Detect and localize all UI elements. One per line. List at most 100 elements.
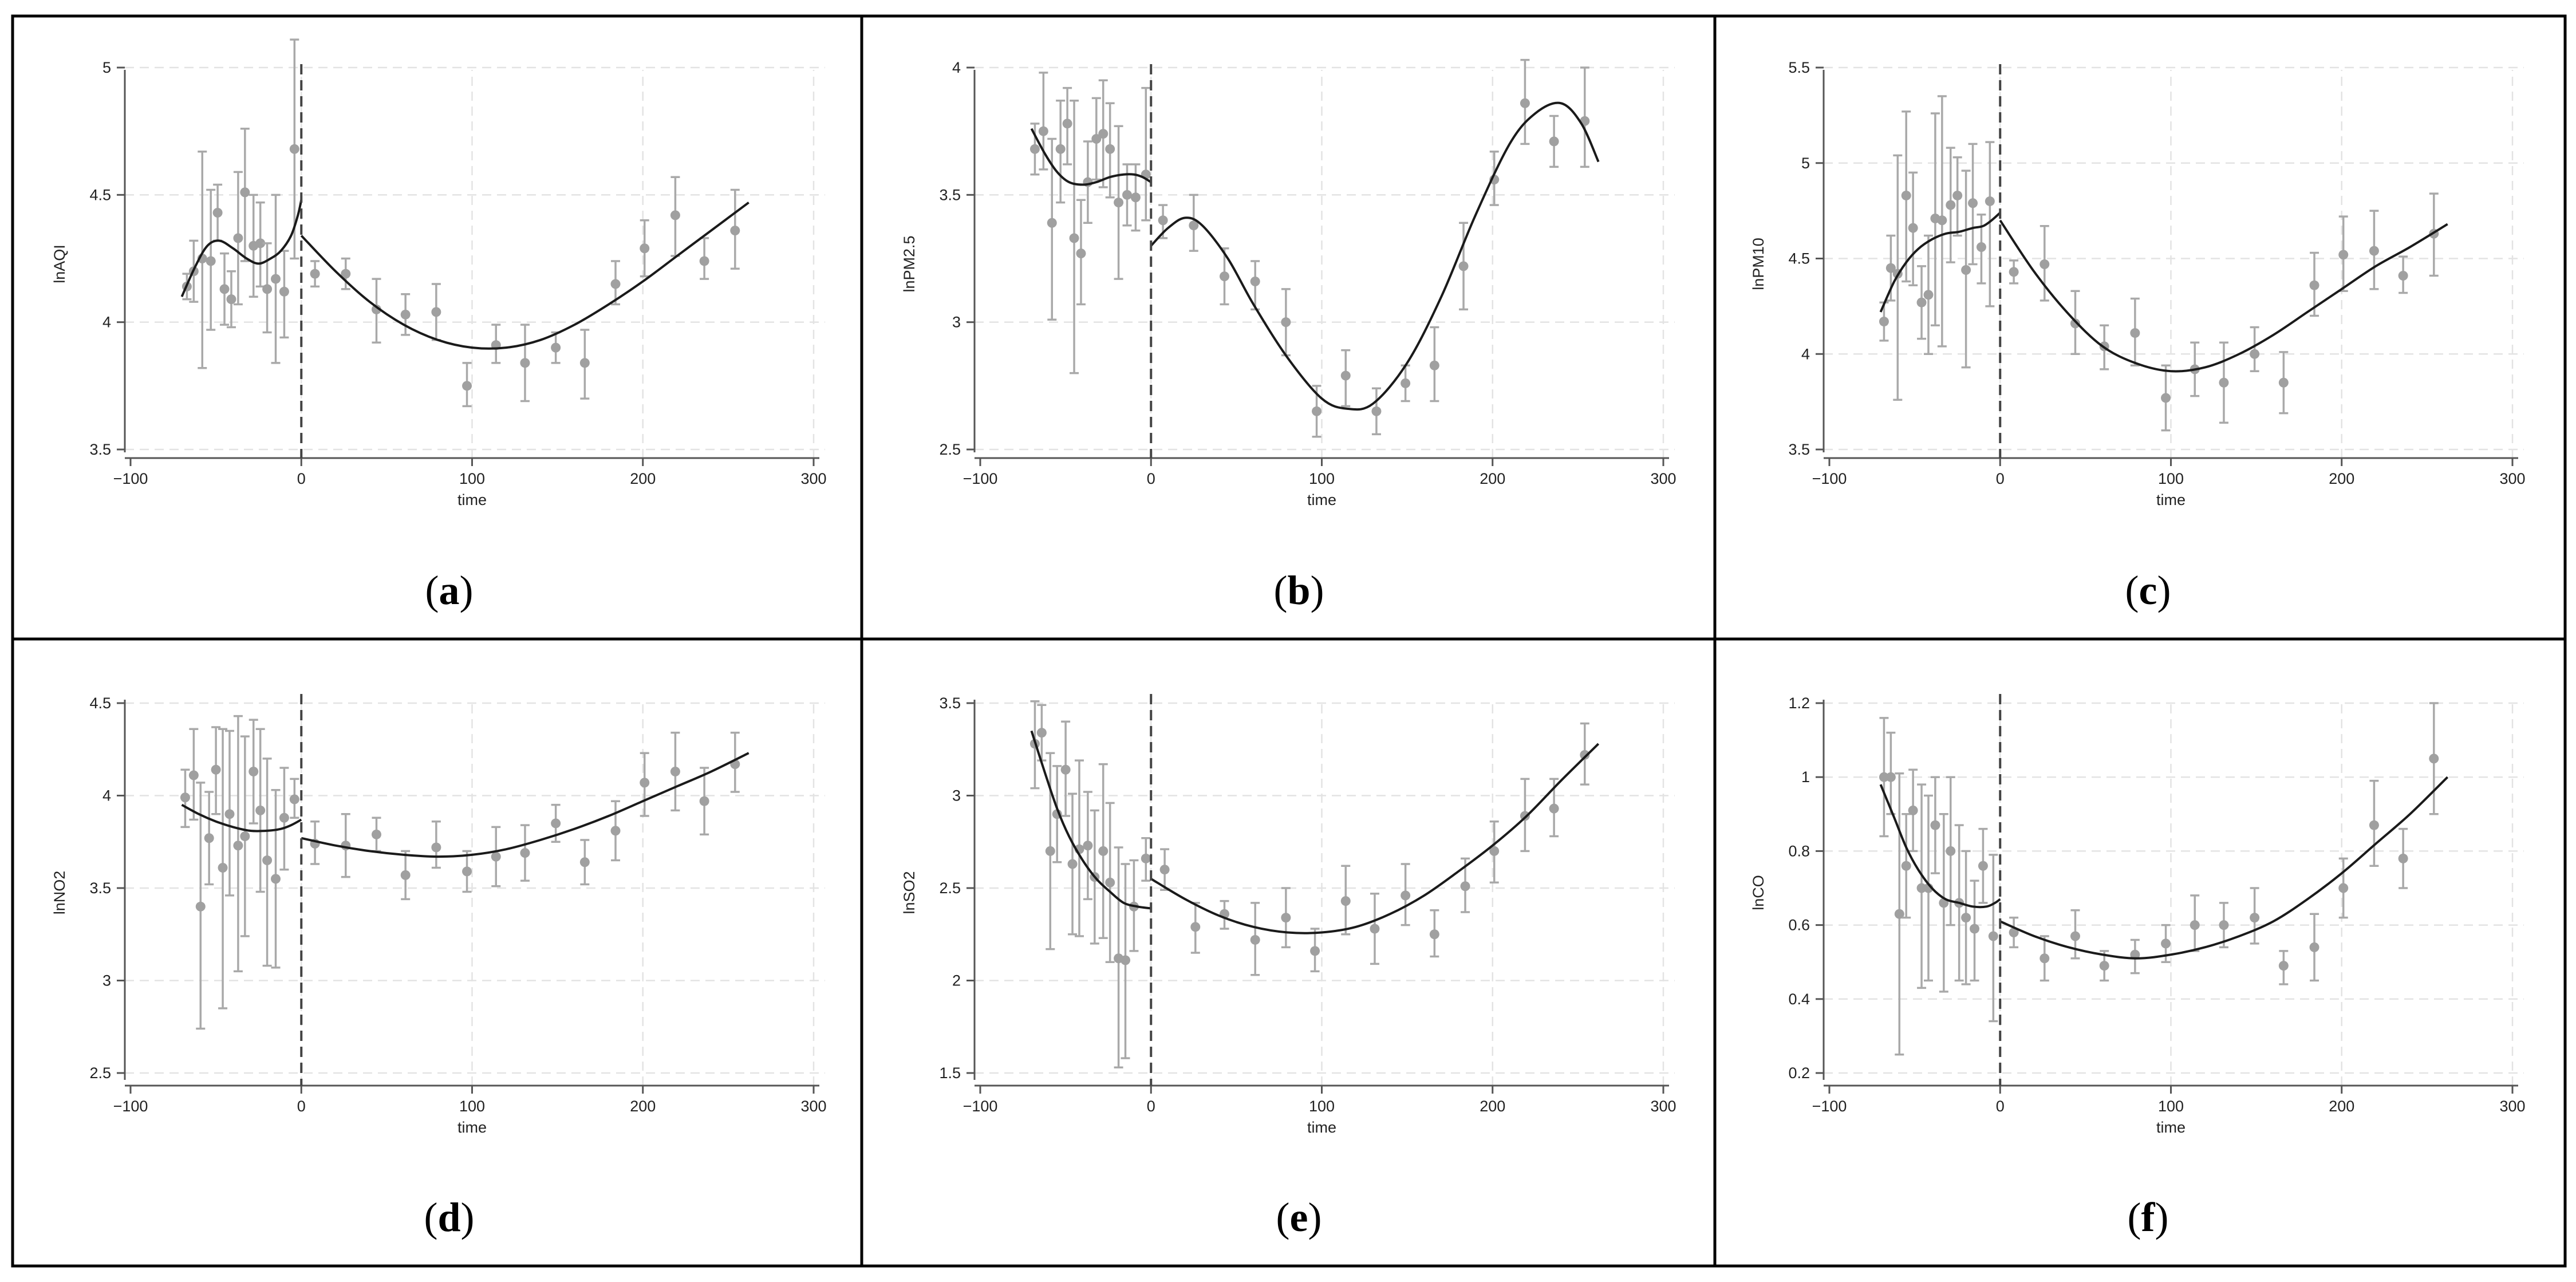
x-axis-title: time bbox=[1307, 1119, 1336, 1136]
data-point bbox=[670, 210, 680, 220]
data-point bbox=[1916, 883, 1927, 893]
data-point bbox=[240, 187, 250, 198]
data-point bbox=[2040, 259, 2050, 270]
x-tick-label: 300 bbox=[800, 470, 826, 487]
data-point bbox=[2338, 250, 2349, 260]
data-point bbox=[1250, 277, 1260, 287]
x-tick-label: −100 bbox=[113, 470, 148, 487]
panel-label: (e) bbox=[1276, 1194, 1322, 1240]
data-point bbox=[610, 279, 621, 289]
data-point bbox=[240, 831, 250, 842]
x-tick-label: 300 bbox=[1650, 1098, 1676, 1115]
data-point bbox=[1062, 119, 1072, 129]
data-point bbox=[699, 256, 709, 266]
data-point bbox=[1961, 913, 1971, 923]
data-point bbox=[1549, 803, 1559, 814]
y-tick-label: 3.5 bbox=[89, 879, 111, 897]
panel-label-open: ( bbox=[2125, 567, 2139, 613]
panel-label-letter: a bbox=[439, 567, 460, 613]
x-tick-label: 300 bbox=[2499, 470, 2525, 487]
data-point bbox=[271, 874, 281, 884]
panel-label-close: ) bbox=[1311, 567, 1324, 613]
data-point bbox=[2369, 820, 2379, 830]
panel-label: (b) bbox=[1273, 567, 1324, 613]
data-point bbox=[2309, 942, 2319, 952]
data-point bbox=[248, 767, 259, 777]
data-point bbox=[1961, 265, 1971, 275]
data-point bbox=[1067, 859, 1078, 869]
data-point bbox=[1885, 772, 1896, 782]
y-tick-label: 4.5 bbox=[89, 186, 111, 203]
panel-label: (c) bbox=[2125, 567, 2171, 613]
data-point bbox=[2009, 928, 2019, 938]
data-point bbox=[1458, 261, 1469, 271]
data-point bbox=[1190, 922, 1201, 932]
data-point bbox=[699, 796, 709, 806]
y-tick-label: 2.5 bbox=[89, 1064, 111, 1082]
data-point bbox=[610, 826, 621, 836]
data-point bbox=[1401, 890, 1411, 901]
y-tick-label: 0.8 bbox=[1788, 842, 1810, 859]
x-tick-label: 100 bbox=[2158, 1098, 2184, 1115]
panel-label: (a) bbox=[425, 567, 474, 613]
data-point bbox=[431, 307, 441, 317]
x-tick-label: 300 bbox=[2499, 1098, 2525, 1115]
data-point bbox=[218, 862, 228, 873]
data-point bbox=[1130, 192, 1141, 203]
data-point bbox=[1340, 896, 1351, 906]
data-point bbox=[2130, 949, 2140, 960]
data-point bbox=[1401, 378, 1411, 388]
x-tick-label: 0 bbox=[297, 470, 306, 487]
data-point bbox=[233, 233, 243, 243]
data-point bbox=[262, 855, 273, 866]
data-point bbox=[219, 284, 230, 294]
x-tick-label: −100 bbox=[1812, 470, 1847, 487]
data-point bbox=[1879, 317, 1889, 327]
fit-line-before-cutoff bbox=[1030, 730, 1151, 910]
data-point bbox=[400, 870, 411, 880]
data-point bbox=[2130, 328, 2140, 338]
data-point bbox=[2309, 280, 2319, 290]
data-point bbox=[1340, 370, 1351, 381]
data-point bbox=[211, 764, 221, 775]
fit-line-after-cutoff bbox=[1999, 776, 2449, 960]
panel-label-close: ) bbox=[460, 567, 474, 613]
y-axis-title: lnAQI bbox=[51, 244, 68, 283]
data-point bbox=[2190, 920, 2200, 930]
data-point bbox=[1970, 924, 1980, 934]
chart-panel-d: 2.5 3 3.5 4 4.5 −100 0 100 200 300 time lnNO2 (d) bbox=[51, 694, 827, 1240]
data-point bbox=[579, 358, 590, 368]
y-tick-label: 1.2 bbox=[1788, 695, 1810, 712]
data-point bbox=[1122, 190, 1132, 200]
y-tick-label: 3.5 bbox=[939, 186, 961, 203]
panel-label-close: ) bbox=[1308, 1194, 1321, 1240]
data-point bbox=[1069, 233, 1079, 243]
data-point bbox=[1580, 750, 1590, 760]
x-tick-label: 200 bbox=[1480, 1098, 1505, 1115]
data-point bbox=[1055, 144, 1066, 154]
y-axis-title: lnCO bbox=[1750, 875, 1767, 910]
x-tick-label: 0 bbox=[1996, 470, 2005, 487]
data-point bbox=[1189, 220, 1199, 231]
data-point bbox=[1985, 196, 1995, 206]
data-point bbox=[310, 269, 320, 279]
data-point bbox=[1885, 263, 1896, 273]
data-point bbox=[2278, 377, 2289, 388]
data-point bbox=[1429, 360, 1439, 370]
data-point bbox=[371, 829, 381, 839]
data-point bbox=[462, 866, 472, 877]
y-tick-label: 0.6 bbox=[1788, 917, 1810, 934]
data-point bbox=[1091, 134, 1102, 144]
x-axis-title: time bbox=[2156, 1119, 2186, 1136]
data-point bbox=[1047, 218, 1057, 228]
data-point bbox=[255, 805, 266, 815]
data-point bbox=[1908, 223, 1918, 233]
data-point bbox=[1946, 200, 1956, 210]
x-tick-label: 200 bbox=[2329, 470, 2354, 487]
x-tick-label: 200 bbox=[630, 470, 656, 487]
data-point bbox=[1894, 909, 1904, 919]
chart-panel-f: 0.2 0.4 0.6 0.8 1 1.2 −100 0 100 200 300 time lnCO (f… bbox=[1750, 694, 2526, 1240]
data-point bbox=[2369, 246, 2379, 256]
data-point bbox=[2219, 920, 2229, 930]
data-point bbox=[1121, 955, 1131, 965]
